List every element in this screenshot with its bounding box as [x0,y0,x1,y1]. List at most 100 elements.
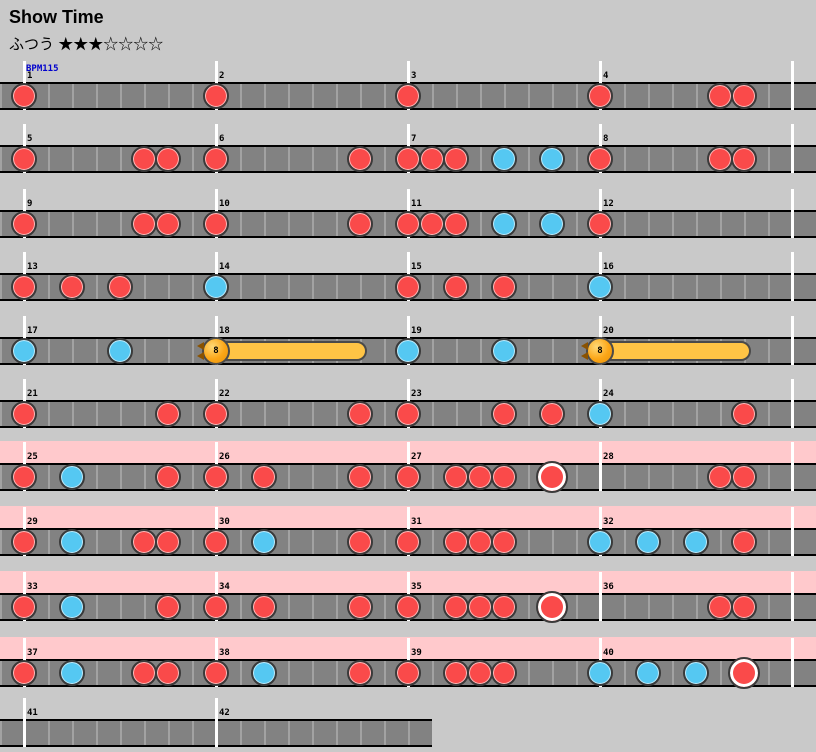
don-note [443,274,469,300]
don-note [731,594,757,620]
don-note [395,211,421,237]
measure-number: 3 [411,71,417,81]
don-note [491,594,517,620]
measure-number: 12 [603,199,614,209]
measure-number: 19 [411,326,422,336]
don-note [731,83,757,109]
measure-number: 20 [603,326,614,336]
don-note [467,660,493,686]
don-note [443,660,469,686]
measure-number: 4 [603,71,609,81]
drumroll-head: 8 [197,337,230,365]
don-note [395,529,421,555]
measure-number: 21 [27,389,38,399]
measure-line [791,124,794,173]
measure-number: 22 [219,389,230,399]
measure-number: 40 [603,648,614,658]
don-note [443,211,469,237]
ka-note [59,464,85,490]
measure-line [791,507,794,556]
don-note [11,274,37,300]
measure-number: 17 [27,326,38,336]
ka-note [635,660,661,686]
don-note [347,660,373,686]
measure-line [791,61,794,110]
don-note [395,594,421,620]
ka-note [491,146,517,172]
don-note [347,211,373,237]
measure-line [599,442,602,491]
ka-note [683,529,709,555]
ka-note [11,338,37,364]
measure-number: 29 [27,517,38,527]
ka-note [59,529,85,555]
don-note [155,401,181,427]
measure-number: 31 [411,517,422,527]
measure-number: 37 [27,648,38,658]
don-note [131,529,157,555]
don-note [443,464,469,490]
don-note [395,83,421,109]
don-note [347,401,373,427]
ka-note [635,529,661,555]
measure-number: 39 [411,648,422,658]
measure-line [791,638,794,687]
measure-line [791,442,794,491]
measure-number: 27 [411,452,422,462]
don-note [587,146,613,172]
don-note [395,464,421,490]
don-note [347,529,373,555]
measure-number: 24 [603,389,614,399]
measure-line [215,698,218,747]
don-note [203,146,229,172]
measure-number: 30 [219,517,230,527]
measure-number: 34 [219,582,230,592]
don-note [467,594,493,620]
measure-line [791,572,794,621]
measure-number: 42 [219,708,230,718]
big-don-note [536,461,568,493]
don-note [203,594,229,620]
difficulty-label: ふつう [9,36,55,53]
don-note [491,529,517,555]
don-note [203,464,229,490]
ka-note [59,660,85,686]
ka-note [539,211,565,237]
don-note [107,274,133,300]
measure-number: 13 [27,262,38,272]
don-note [731,529,757,555]
don-note [155,594,181,620]
ka-note [491,211,517,237]
measure-number: 16 [603,262,614,272]
ka-note [59,594,85,620]
don-note [539,401,565,427]
measure-number: 9 [27,199,33,209]
don-note [395,401,421,427]
don-note [203,660,229,686]
page-title: Show Time [9,7,104,27]
don-note [155,660,181,686]
don-note [587,211,613,237]
don-note [395,274,421,300]
don-note [347,464,373,490]
don-note [11,146,37,172]
don-note [419,211,445,237]
ka-note [587,401,613,427]
measure-number: 38 [219,648,230,658]
measure-number: 23 [411,389,422,399]
ka-note [107,338,133,364]
don-note [131,660,157,686]
don-note [491,660,517,686]
don-note [491,401,517,427]
don-note [155,146,181,172]
don-note [731,464,757,490]
don-note [11,660,37,686]
don-note [59,274,85,300]
don-note [731,146,757,172]
don-note [443,529,469,555]
don-note [395,660,421,686]
don-note [131,211,157,237]
don-note [11,464,37,490]
don-note [707,594,733,620]
don-note [707,146,733,172]
